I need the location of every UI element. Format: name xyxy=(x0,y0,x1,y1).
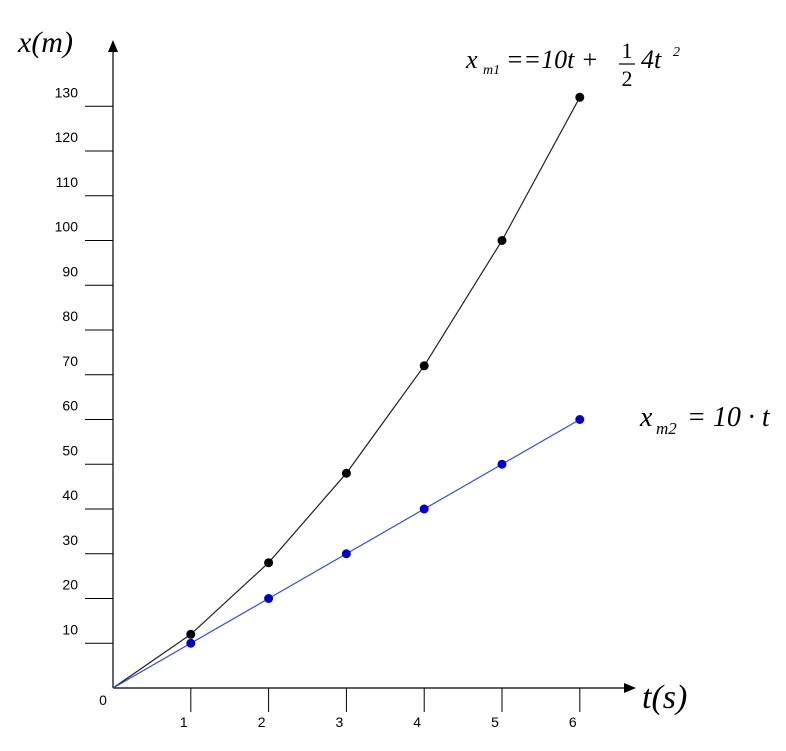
series-label: 1 xyxy=(622,38,633,63)
x-tick-label: 6 xyxy=(569,714,577,730)
series-label: 2 xyxy=(622,66,633,91)
series-label: 4t xyxy=(641,45,662,74)
series-label: ==10t + xyxy=(506,45,598,74)
series-label: m2 xyxy=(656,419,677,438)
series-label: x xyxy=(465,45,478,74)
y-tick-label: 10 xyxy=(62,621,78,637)
y-tick-label: 30 xyxy=(62,532,78,548)
y-tick-label: 100 xyxy=(55,219,79,235)
data-point xyxy=(186,638,196,648)
x-tick-label: 3 xyxy=(336,714,344,730)
data-point xyxy=(497,236,507,245)
y-tick-label: 110 xyxy=(56,174,79,190)
data-point xyxy=(575,415,585,424)
y-tick-label: 60 xyxy=(62,398,78,414)
y-tick-label: 130 xyxy=(55,84,79,100)
x-tick-label: 4 xyxy=(413,714,421,730)
y-tick-label: 80 xyxy=(62,308,78,324)
series-line xyxy=(112,97,581,689)
data-point xyxy=(341,549,351,559)
y-tick-label: 50 xyxy=(62,442,78,458)
x-tick-label: 1 xyxy=(180,714,188,730)
x-tick-label: 2 xyxy=(258,714,266,730)
y-tick-label: 120 xyxy=(55,129,79,145)
x-tick-label: 5 xyxy=(491,714,499,730)
series-label: = 10 · t xyxy=(687,402,771,433)
y-tick-label: 90 xyxy=(62,263,78,279)
data-point xyxy=(264,594,274,603)
y-tick-label: 40 xyxy=(62,487,78,503)
series-label: m1 xyxy=(483,63,500,78)
y-tick-label: 20 xyxy=(62,577,78,593)
series-label: 2 xyxy=(673,45,680,60)
data-point xyxy=(341,468,351,478)
data-point xyxy=(419,361,429,371)
series-label: x xyxy=(639,402,653,433)
y-tick-label: 70 xyxy=(62,353,78,369)
data-point xyxy=(264,558,274,568)
data-point xyxy=(575,92,585,102)
x-axis-label: t(s) xyxy=(642,679,687,716)
y-axis-label: x(m) xyxy=(17,26,73,59)
data-point xyxy=(186,629,196,639)
data-point xyxy=(497,459,507,469)
data-point xyxy=(419,504,429,514)
x-tick-label: 0 xyxy=(99,692,107,708)
